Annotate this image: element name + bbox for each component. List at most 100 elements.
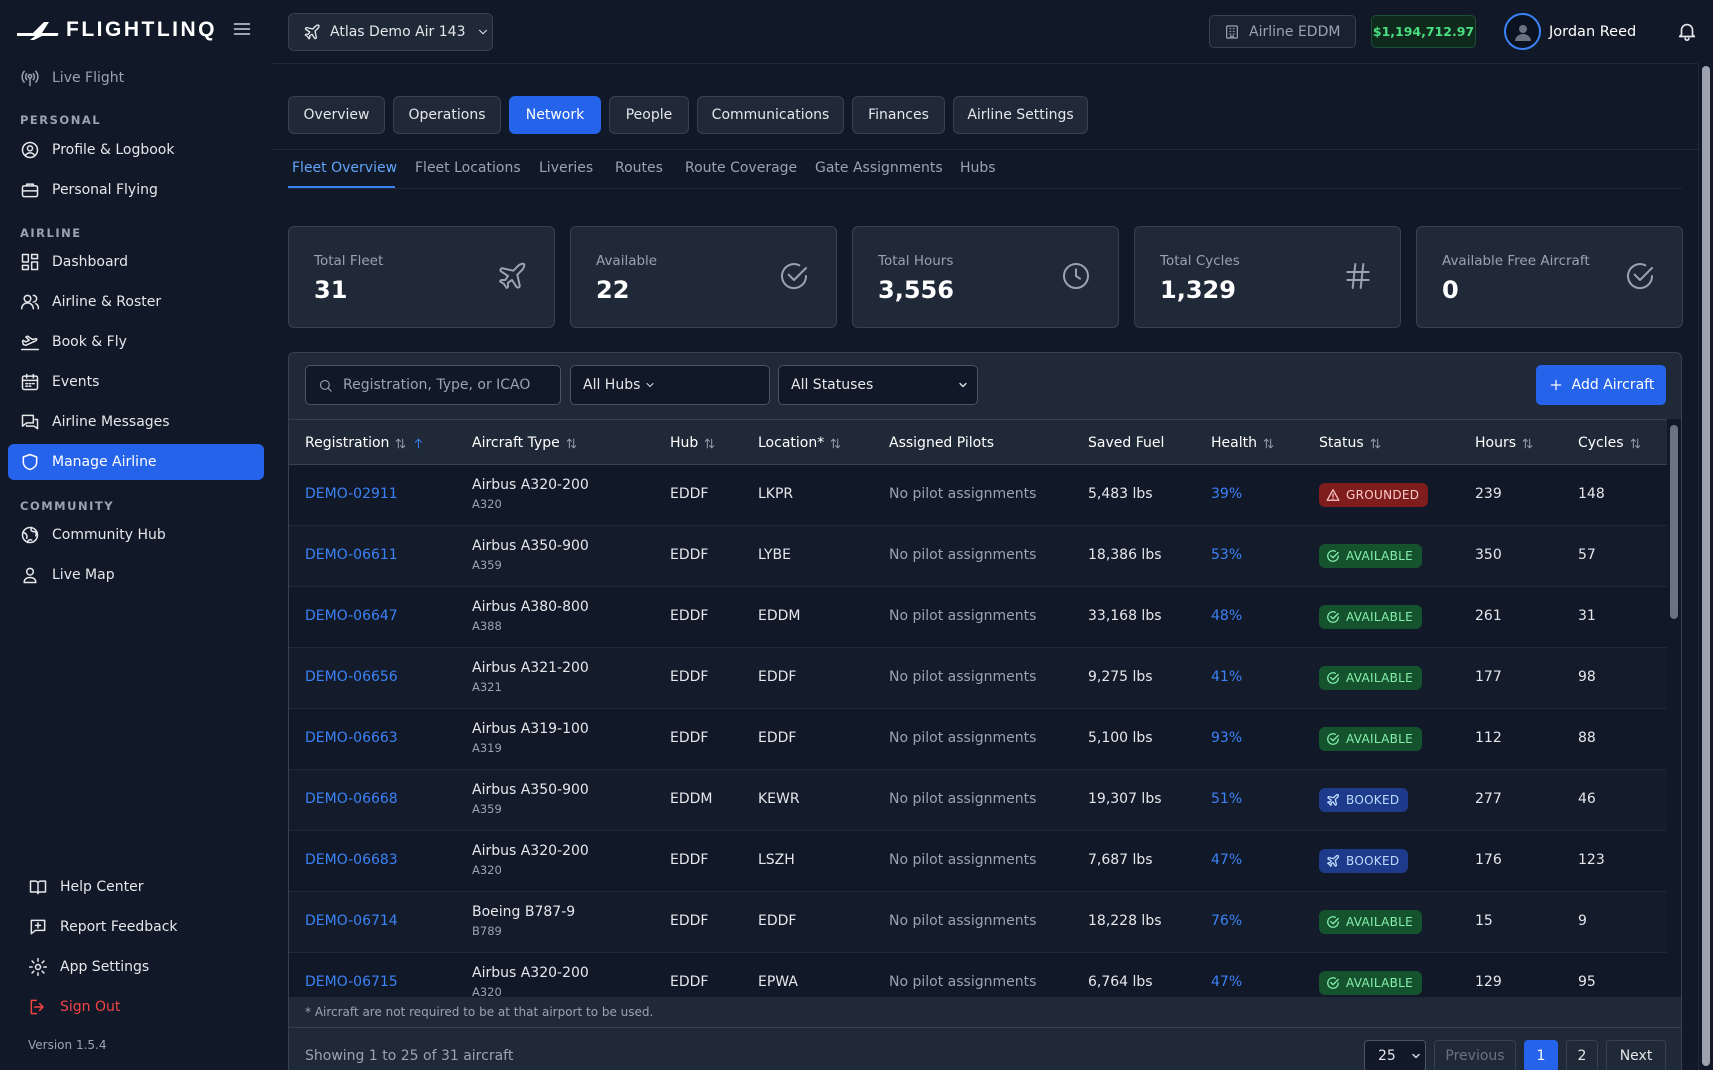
nav-personal-flying[interactable]: Personal Flying bbox=[8, 172, 264, 208]
page-button-1[interactable]: 1 bbox=[1524, 1040, 1558, 1070]
user-circle-icon bbox=[20, 140, 40, 160]
table-row[interactable]: DEMO-02911 Airbus A320-200 A320 EDDF LKPR No … bbox=[289, 465, 1667, 526]
health-link[interactable]: 93% bbox=[1211, 730, 1242, 746]
hub-cell: EDDF bbox=[670, 852, 708, 868]
sidebar: FLIGHTLINQ Live Flight PERSONAL Profile … bbox=[0, 0, 272, 1070]
previous-page-button[interactable]: Previous bbox=[1434, 1040, 1516, 1070]
airline-hub-badge[interactable]: Airline EDDM bbox=[1209, 15, 1356, 48]
health-link[interactable]: 39% bbox=[1211, 486, 1242, 502]
table-row[interactable]: DEMO-06663 Airbus A319-100 A319 EDDF EDDF No … bbox=[289, 709, 1667, 770]
nav-help-center[interactable]: Help Center bbox=[16, 869, 264, 905]
table-row[interactable]: DEMO-06647 Airbus A380-800 A388 EDDF EDDM No … bbox=[289, 587, 1667, 648]
saved-fuel-cell: 18,228 lbs bbox=[1088, 913, 1162, 929]
health-link[interactable]: 48% bbox=[1211, 608, 1242, 624]
add-aircraft-button[interactable]: Add Aircraft bbox=[1536, 365, 1666, 405]
tab-airline-settings[interactable]: Airline Settings bbox=[953, 96, 1088, 134]
page-size-select[interactable]: 25 bbox=[1364, 1040, 1426, 1070]
registration-link[interactable]: DEMO-06656 bbox=[305, 669, 398, 685]
tab-network[interactable]: Network bbox=[509, 96, 601, 134]
health-link[interactable]: 53% bbox=[1211, 547, 1242, 563]
saved-fuel-cell: 33,168 lbs bbox=[1088, 608, 1162, 624]
column-header-status[interactable]: Status bbox=[1319, 435, 1382, 451]
status-badge: AVAILABLE bbox=[1319, 544, 1422, 568]
health-link[interactable]: 76% bbox=[1211, 913, 1242, 929]
app-name: FLIGHTLINQ bbox=[66, 18, 217, 42]
tab-finances[interactable]: Finances bbox=[852, 96, 945, 134]
registration-link[interactable]: DEMO-06715 bbox=[305, 974, 398, 990]
stat-label: Total Fleet bbox=[314, 253, 383, 269]
column-header-location[interactable]: Location* bbox=[758, 435, 842, 451]
assigned-pilots-cell: No pilot assignments bbox=[889, 730, 1036, 746]
table-scrollbar-thumb[interactable] bbox=[1670, 425, 1678, 619]
column-header-cycles[interactable]: Cycles bbox=[1578, 435, 1642, 451]
registration-link[interactable]: DEMO-06683 bbox=[305, 852, 398, 868]
nav-label: Airline Messages bbox=[52, 414, 170, 430]
table-row[interactable]: DEMO-06714 Boeing B787-9 B789 EDDF EDDF No pi… bbox=[289, 892, 1667, 953]
page-scrollbar-thumb[interactable] bbox=[1702, 66, 1710, 1066]
section-heading-airline: AIRLINE bbox=[20, 226, 82, 240]
column-header-hub[interactable]: Hub bbox=[670, 435, 716, 451]
tab-people[interactable]: People bbox=[609, 96, 689, 134]
nav-report-feedback[interactable]: Report Feedback bbox=[16, 909, 264, 945]
status-label: AVAILABLE bbox=[1346, 671, 1413, 685]
column-header-hours[interactable]: Hours bbox=[1475, 435, 1534, 451]
nav-book-fly[interactable]: Book & Fly bbox=[8, 324, 264, 360]
registration-link[interactable]: DEMO-06647 bbox=[305, 608, 398, 624]
column-header-aircraft-type[interactable]: Aircraft Type bbox=[472, 435, 578, 451]
subtab-routes[interactable]: Routes bbox=[615, 160, 663, 176]
nav-live-map[interactable]: Live Map bbox=[8, 557, 264, 593]
health-link[interactable]: 51% bbox=[1211, 791, 1242, 807]
aircraft-type: Boeing B787-9 bbox=[472, 904, 575, 920]
subtab-fleet-locations[interactable]: Fleet Locations bbox=[415, 160, 521, 176]
airline-selector[interactable]: Atlas Demo Air 143 bbox=[288, 13, 493, 51]
nav-airline-messages[interactable]: Airline Messages bbox=[8, 404, 264, 440]
nav-live-flight[interactable]: Live Flight bbox=[8, 60, 264, 96]
status-filter-select[interactable]: All Statuses bbox=[778, 365, 978, 405]
subtab-liveries[interactable]: Liveries bbox=[539, 160, 593, 176]
notifications-button[interactable] bbox=[1676, 20, 1698, 42]
sort-icon bbox=[829, 437, 842, 450]
subtab-route-coverage[interactable]: Route Coverage bbox=[685, 160, 797, 176]
nav-sign-out[interactable]: Sign Out bbox=[16, 989, 264, 1025]
cycles-cell: 148 bbox=[1578, 486, 1605, 502]
menu-toggle-button[interactable] bbox=[232, 19, 252, 39]
nav-profile-logbook[interactable]: Profile & Logbook bbox=[8, 132, 264, 168]
subtab-gate-assignments[interactable]: Gate Assignments bbox=[815, 160, 943, 176]
registration-link[interactable]: DEMO-06611 bbox=[305, 547, 398, 563]
registration-link[interactable]: DEMO-06714 bbox=[305, 913, 398, 929]
next-page-button[interactable]: Next bbox=[1606, 1040, 1666, 1070]
nav-airline-roster[interactable]: Airline & Roster bbox=[8, 284, 264, 320]
location-cell: LYBE bbox=[758, 547, 791, 563]
subtab-hubs[interactable]: Hubs bbox=[960, 160, 996, 176]
health-link[interactable]: 47% bbox=[1211, 852, 1242, 868]
hub-filter-select[interactable]: All Hubs bbox=[570, 365, 770, 405]
page-scrollbar[interactable] bbox=[1698, 64, 1713, 1070]
column-header-health[interactable]: Health bbox=[1211, 435, 1275, 451]
tab-overview[interactable]: Overview bbox=[288, 96, 385, 134]
gear-icon bbox=[28, 957, 48, 977]
tab-communications[interactable]: Communications bbox=[697, 96, 844, 134]
column-header-registration[interactable]: Registration bbox=[305, 435, 425, 451]
tab-operations[interactable]: Operations bbox=[393, 96, 501, 134]
nav-events[interactable]: Events bbox=[8, 364, 264, 400]
table-row[interactable]: DEMO-06668 Airbus A350-900 A359 EDDM KEWR No … bbox=[289, 770, 1667, 831]
registration-link[interactable]: DEMO-02911 bbox=[305, 486, 398, 502]
page-button-2[interactable]: 2 bbox=[1566, 1040, 1598, 1070]
table-row[interactable]: DEMO-06715 Airbus A320-200 A320 EDDF EPWA No … bbox=[289, 953, 1667, 997]
subtab-fleet-overview[interactable]: Fleet Overview bbox=[292, 160, 397, 176]
search-input[interactable]: Registration, Type, or ICAO bbox=[305, 365, 561, 405]
nav-community-hub[interactable]: Community Hub bbox=[8, 517, 264, 553]
nav-manage-airline[interactable]: Manage Airline bbox=[8, 444, 264, 480]
user-menu[interactable]: Jordan Reed bbox=[1504, 13, 1636, 50]
app-logo[interactable]: FLIGHTLINQ bbox=[16, 16, 217, 44]
nav-app-settings[interactable]: App Settings bbox=[16, 949, 264, 985]
health-link[interactable]: 41% bbox=[1211, 669, 1242, 685]
table-row[interactable]: DEMO-06683 Airbus A320-200 A320 EDDF LSZH No … bbox=[289, 831, 1667, 892]
table-row[interactable]: DEMO-06656 Airbus A321-200 A321 EDDF EDDF No … bbox=[289, 648, 1667, 709]
nav-dashboard[interactable]: Dashboard bbox=[8, 244, 264, 280]
registration-link[interactable]: DEMO-06668 bbox=[305, 791, 398, 807]
health-link[interactable]: 47% bbox=[1211, 974, 1242, 990]
table-row[interactable]: DEMO-06611 Airbus A350-900 A359 EDDF LYBE No … bbox=[289, 526, 1667, 587]
balance-badge[interactable]: $1,194,712.97 bbox=[1371, 15, 1476, 48]
registration-link[interactable]: DEMO-06663 bbox=[305, 730, 398, 746]
